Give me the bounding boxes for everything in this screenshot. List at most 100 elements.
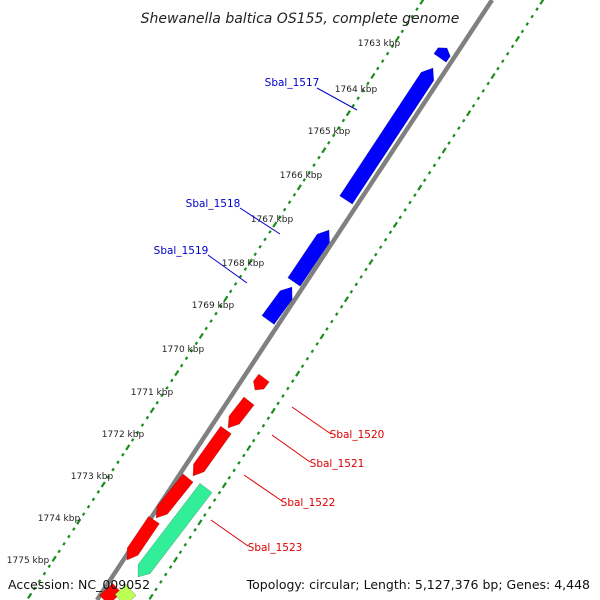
tick-mark	[37, 579, 42, 583]
tick-mark	[86, 504, 91, 509]
tick-mark	[221, 482, 227, 489]
tick-mark	[315, 342, 319, 346]
gene-labels: Sbal_1517 Sbal_1518 Sbal_1519 Sbal_1520 Sbal…	[154, 77, 385, 554]
tick-mark	[207, 505, 212, 510]
tick-mark	[67, 534, 71, 539]
gene-features	[99, 47, 451, 600]
gene-arrow[interactable]	[227, 396, 255, 429]
tick-mark	[193, 528, 197, 532]
tick-mark	[62, 542, 66, 546]
tick-mark	[223, 295, 229, 302]
tick-mark	[179, 363, 184, 368]
ruler-label: 1769 kbp	[192, 301, 235, 311]
tick-mark	[266, 416, 271, 421]
tick-mark	[321, 147, 327, 154]
gene-arrow[interactable]	[192, 425, 232, 477]
kbp-ruler: 1763 kbp 1764 kbp 1765 kbp 1766 kbp 1767 kbp…	[7, 39, 401, 566]
tick-mark	[188, 535, 192, 540]
gene-arrow[interactable]	[433, 47, 451, 63]
tick-mark	[336, 126, 341, 130]
tick-mark	[135, 430, 140, 435]
tick-mark	[130, 438, 135, 442]
gene-label[interactable]: Sbal_1519	[154, 245, 209, 257]
tick-mark	[189, 348, 194, 353]
ruler-label: 1763 kbp	[358, 39, 401, 49]
gene-label[interactable]: Sbal_1520	[330, 429, 385, 441]
tick-mark	[276, 401, 280, 406]
tick-mark	[81, 512, 86, 517]
gene-label-leader	[210, 519, 249, 547]
tick-mark	[233, 282, 238, 286]
tick-mark	[32, 586, 37, 591]
gene-label[interactable]: Sbal_1523	[248, 542, 303, 554]
tick-mark	[247, 258, 253, 265]
tick-mark	[270, 407, 276, 414]
tick-mark	[471, 103, 476, 108]
accession-text: Accession: NC_009052	[8, 577, 151, 592]
tick-mark	[419, 0, 425, 5]
tick-mark	[359, 275, 363, 279]
tick-mark	[535, 7, 539, 11]
tick-mark	[368, 258, 374, 266]
tick-mark	[261, 423, 266, 428]
tick-mark	[505, 51, 510, 56]
tick-mark	[209, 319, 213, 323]
gene-label[interactable]: Sbal_1521	[310, 458, 365, 470]
tick-mark	[496, 66, 500, 71]
tick-mark	[170, 378, 174, 383]
tick-mark	[385, 51, 390, 56]
tick-mark	[310, 349, 315, 354]
tick-mark	[312, 163, 316, 167]
gene-label[interactable]: Sbal_1522	[281, 497, 336, 509]
tick-mark	[212, 498, 217, 502]
tick-mark	[383, 237, 388, 242]
gene-arrow[interactable]	[114, 584, 137, 600]
tick-mark	[198, 332, 204, 340]
gene-label-leader	[271, 434, 311, 463]
tick-mark	[246, 444, 252, 452]
gene-label-leader	[243, 474, 283, 502]
ruler-label: 1771 kbp	[131, 388, 174, 398]
tick-mark	[415, 7, 419, 11]
gene-label[interactable]: Sbal_1517	[265, 77, 320, 89]
tick-mark	[268, 230, 272, 234]
tick-mark	[408, 200, 412, 205]
ruler-label: 1770 kbp	[162, 345, 205, 355]
tick-mark	[219, 304, 223, 309]
gene-arrow[interactable]	[155, 473, 194, 519]
tick-mark	[490, 72, 496, 80]
tick-mark	[277, 215, 282, 219]
tick-mark	[232, 468, 236, 473]
tick-mark	[327, 140, 331, 145]
gene-label[interactable]: Sbal_1518	[186, 198, 241, 210]
ruler-label: 1774 kbp	[38, 514, 81, 524]
tick-mark	[228, 289, 233, 294]
tick-mark	[217, 490, 222, 495]
gene-arrow[interactable]	[99, 582, 122, 600]
tick-mark	[461, 118, 466, 123]
tick-mark	[378, 245, 383, 250]
gene-arrow[interactable]	[137, 482, 213, 578]
gene-arrow[interactable]	[253, 373, 270, 391]
gene-arrow[interactable]	[126, 515, 160, 561]
tick-mark	[380, 59, 385, 63]
tick-mark	[282, 207, 287, 212]
gene-label-leader	[316, 87, 358, 111]
gene-label-leader	[291, 406, 332, 435]
tick-mark	[197, 519, 203, 526]
gene-arrow[interactable]	[261, 286, 293, 325]
gene-arrow[interactable]	[287, 229, 330, 287]
tick-mark	[366, 81, 370, 86]
genome-title: Shewanella baltica OS155, complete genom…	[141, 11, 460, 27]
tick-mark	[263, 237, 267, 242]
tick-mark	[374, 252, 378, 257]
tick-mark	[154, 587, 158, 592]
tick-mark	[121, 452, 125, 457]
tick-mark	[168, 565, 173, 569]
gene-arrow[interactable]	[339, 67, 435, 205]
inner-tick-track	[148, 0, 545, 600]
tick-mark	[106, 475, 110, 479]
ruler-label: 1773 kbp	[71, 472, 114, 482]
tick-mark	[390, 44, 395, 49]
tick-mark	[76, 518, 82, 525]
